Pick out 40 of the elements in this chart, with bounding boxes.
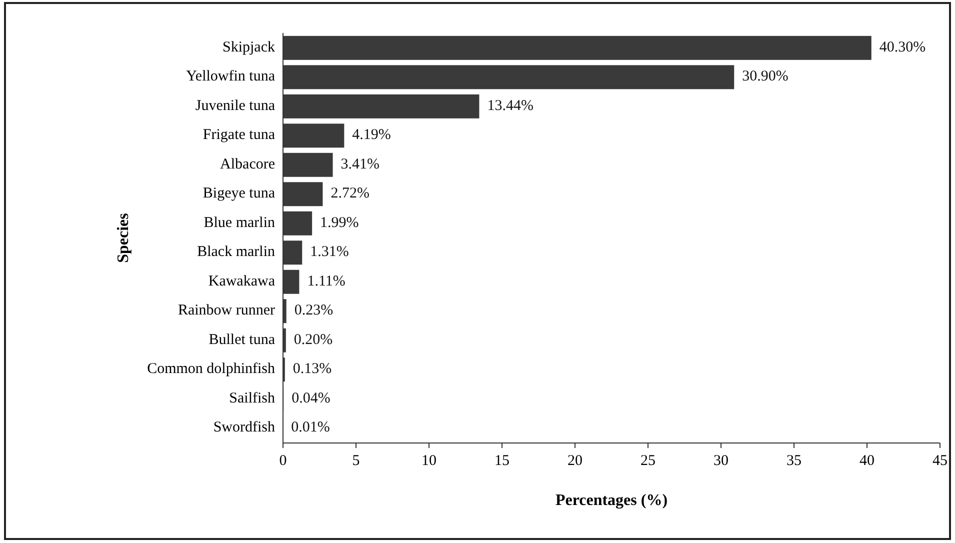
y-axis-title: Species	[114, 213, 132, 263]
data-label: 1.11%	[307, 273, 346, 290]
y-tick-label: Juvenile tuna	[195, 98, 276, 114]
y-tick-label: Yellowfin tuna	[186, 68, 276, 85]
y-tick-label: Swordfish	[213, 420, 276, 436]
data-label: 0.23%	[294, 302, 334, 319]
data-label: 2.72%	[330, 186, 370, 202]
y-tick-label: Albacore	[220, 156, 276, 172]
x-tick-label: 0	[279, 453, 287, 469]
y-tick-label: Kawakawa	[208, 273, 276, 290]
y-tick-label: Blue marlin	[204, 214, 276, 231]
y-tick-label: Black marlin	[197, 244, 276, 260]
y-tick-label: Rainbow runner	[178, 302, 276, 319]
data-label: 13.44%	[487, 98, 534, 114]
x-tick-label: 35	[786, 453, 802, 469]
data-label: 1.99%	[320, 214, 359, 231]
x-tick-label: 15	[494, 453, 510, 469]
data-label: 3.41%	[340, 156, 380, 172]
x-tick-label: 5	[352, 453, 360, 469]
data-label: 4.19%	[352, 127, 391, 144]
data-label: 0.04%	[292, 390, 330, 406]
x-tick-label: 45	[932, 453, 948, 469]
x-tick-label: 40	[860, 453, 874, 469]
data-label: 40.30%	[879, 39, 926, 56]
data-label: 0.20%	[294, 332, 333, 348]
x-axis-title: Percentages (%)	[555, 492, 668, 509]
data-label: 0.01%	[291, 420, 330, 436]
y-tick-label: Bullet tuna	[208, 332, 276, 348]
y-tick-label: Common dolphinfish	[147, 361, 276, 378]
y-tick-label: Skipjack	[222, 39, 276, 56]
data-label: 30.90%	[742, 68, 788, 85]
data-label: 0.13%	[292, 361, 332, 378]
x-tick-label: 20	[568, 453, 582, 469]
y-tick-label: Frigate tuna	[202, 127, 276, 144]
x-tick-label: 30	[714, 453, 728, 469]
x-tick-label: 25	[640, 453, 656, 469]
data-label: 1.31%	[310, 244, 349, 260]
y-tick-label: Bigeye tuna	[202, 186, 276, 202]
y-tick-label: Sailfish	[229, 390, 276, 406]
x-tick-label: 10	[422, 453, 436, 469]
